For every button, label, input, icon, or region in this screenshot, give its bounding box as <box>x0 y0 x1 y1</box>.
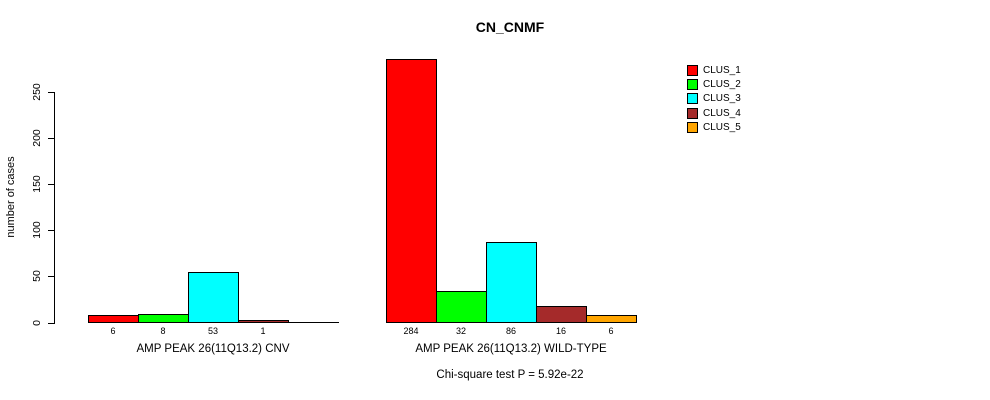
y-axis-tick-label: 50 <box>31 270 43 282</box>
legend-label: CLUS_5 <box>703 122 741 134</box>
legend-color-swatch <box>687 64 698 76</box>
bar-clus_3 <box>486 242 537 323</box>
legend-color-swatch <box>687 79 698 91</box>
legend-label: CLUS_4 <box>703 107 741 119</box>
bar-value-label: 6 <box>608 326 614 336</box>
y-axis-tick-label: 250 <box>31 83 43 101</box>
bar-clus_4 <box>536 306 587 323</box>
bar-value-label: 8 <box>160 326 166 336</box>
y-axis-label: number of cases <box>5 156 17 238</box>
bar-value-label: 284 <box>403 326 419 336</box>
y-axis-tick <box>48 184 55 185</box>
bar-clus_5 <box>586 315 637 323</box>
chi-square-annotation: Chi-square test P = 5.92e-22 <box>436 369 584 381</box>
y-axis-tick <box>48 276 55 277</box>
bar-value-label: 53 <box>207 326 219 336</box>
legend-item: CLUS_2 <box>687 77 741 91</box>
legend-item: CLUS_5 <box>687 121 741 135</box>
bar-value-label: 86 <box>505 326 517 336</box>
legend-item: CLUS_1 <box>687 63 741 77</box>
legend-label: CLUS_2 <box>703 79 741 91</box>
legend-label: CLUS_3 <box>703 93 741 105</box>
y-axis-tick <box>48 92 55 93</box>
bar-value-label: 6 <box>110 326 116 336</box>
legend-label: CLUS_1 <box>703 64 741 76</box>
y-axis-line <box>54 92 55 324</box>
legend: CLUS_1 CLUS_2 CLUS_3 CLUS_4 CLUS_5 <box>687 63 741 135</box>
legend-item: CLUS_3 <box>687 92 741 106</box>
y-axis-tick <box>48 138 55 139</box>
bar-clus_5-zero <box>288 322 339 323</box>
bar-value-label: 32 <box>455 326 467 336</box>
legend-item: CLUS_4 <box>687 106 741 120</box>
group-label: AMP PEAK 26(11Q13.2) CNV <box>136 343 290 355</box>
y-axis-tick-label: 150 <box>31 175 43 193</box>
group-label: AMP PEAK 26(11Q13.2) WILD-TYPE <box>415 343 607 355</box>
y-axis-tick <box>48 323 55 324</box>
chart-title: CN_CNMF <box>475 19 545 35</box>
legend-color-swatch <box>687 93 698 105</box>
bar-clus_2 <box>436 291 487 323</box>
bar-value-label: 16 <box>555 326 567 336</box>
legend-color-swatch <box>687 122 698 134</box>
bar-clus_1 <box>386 59 437 323</box>
bar-clus_4 <box>238 320 289 323</box>
bar-clus_1 <box>88 315 139 323</box>
y-axis-tick-label: 100 <box>31 221 43 239</box>
y-axis-tick-label: 200 <box>31 129 43 147</box>
y-axis-tick-label: 0 <box>31 320 43 326</box>
y-axis-tick <box>48 230 55 231</box>
bar-value-label: 1 <box>260 326 266 336</box>
legend-color-swatch <box>687 107 698 119</box>
bar-clus_2 <box>138 314 189 323</box>
bar-clus_3 <box>188 272 239 323</box>
